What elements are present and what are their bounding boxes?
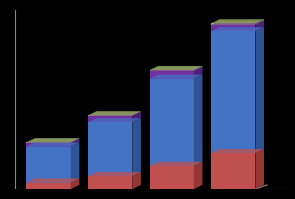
Polygon shape [194, 75, 202, 166]
Polygon shape [71, 179, 79, 189]
Polygon shape [88, 172, 141, 176]
Polygon shape [71, 143, 79, 183]
Polygon shape [194, 66, 202, 71]
Polygon shape [255, 27, 264, 153]
Polygon shape [27, 147, 71, 183]
Polygon shape [71, 138, 79, 143]
Polygon shape [211, 31, 255, 153]
Polygon shape [150, 75, 202, 79]
Polygon shape [132, 112, 141, 122]
Polygon shape [211, 19, 264, 23]
Polygon shape [71, 139, 79, 147]
Polygon shape [27, 142, 71, 143]
Polygon shape [132, 118, 141, 176]
Polygon shape [88, 122, 132, 176]
Polygon shape [194, 162, 202, 189]
Polygon shape [211, 27, 264, 31]
Polygon shape [27, 143, 71, 147]
Polygon shape [88, 115, 132, 116]
Polygon shape [27, 143, 79, 147]
Polygon shape [27, 183, 71, 189]
Polygon shape [211, 25, 255, 31]
Polygon shape [150, 166, 194, 189]
Polygon shape [150, 71, 194, 79]
Polygon shape [211, 23, 255, 25]
Polygon shape [255, 19, 264, 25]
Polygon shape [211, 149, 264, 153]
Polygon shape [150, 79, 194, 166]
Polygon shape [88, 112, 141, 116]
Polygon shape [255, 21, 264, 31]
Polygon shape [88, 118, 141, 122]
Polygon shape [27, 179, 79, 183]
Polygon shape [150, 66, 202, 70]
Polygon shape [88, 176, 132, 189]
Polygon shape [150, 70, 194, 71]
Polygon shape [132, 111, 141, 116]
Polygon shape [27, 138, 79, 142]
Polygon shape [194, 67, 202, 79]
Polygon shape [255, 149, 264, 189]
Polygon shape [211, 153, 255, 189]
Polygon shape [27, 139, 79, 143]
Polygon shape [150, 162, 202, 166]
Polygon shape [211, 21, 264, 25]
Polygon shape [88, 116, 132, 122]
Polygon shape [88, 111, 141, 115]
Polygon shape [150, 67, 202, 71]
Polygon shape [132, 172, 141, 189]
